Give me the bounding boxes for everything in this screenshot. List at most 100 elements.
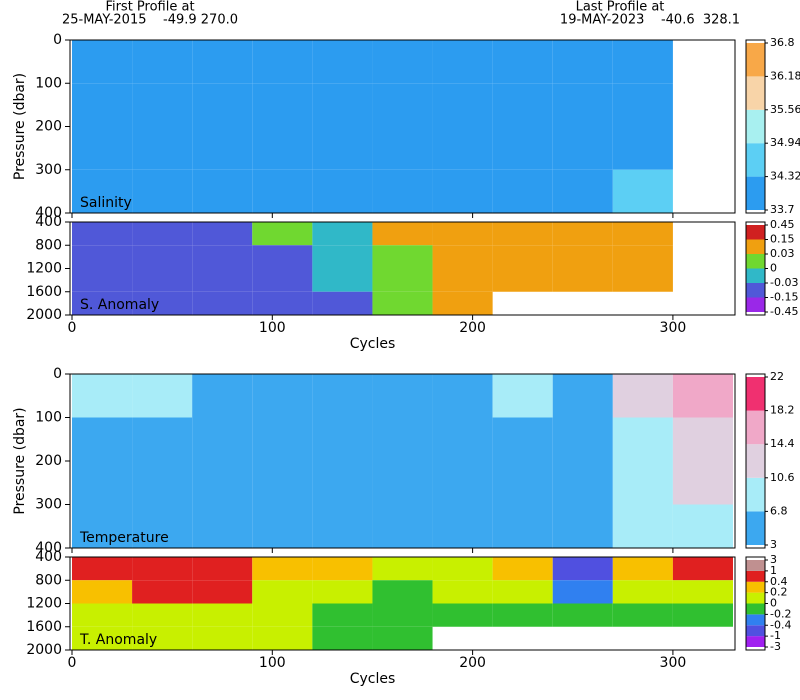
y-tick-label: 1200 — [26, 261, 62, 277]
colorbar-band — [746, 444, 765, 478]
heat-cell — [132, 603, 193, 627]
colorbar-label: 0 — [770, 262, 777, 275]
y-tick-label: 2000 — [26, 642, 62, 658]
heat-cell — [72, 126, 133, 170]
heat-cell — [492, 83, 553, 127]
heat-cell — [252, 83, 313, 127]
colorbar-band — [746, 76, 765, 110]
heat-cell — [192, 374, 253, 418]
heat-cell — [432, 417, 493, 461]
heat-cell — [612, 268, 673, 292]
heat-cell — [552, 461, 613, 505]
last-value: 19-MAY-2023 -40.6 328.1 — [560, 13, 740, 28]
heat-cell — [492, 126, 553, 170]
heat-cell — [552, 374, 613, 418]
heat-cell — [432, 374, 493, 418]
heat-cell — [552, 603, 613, 627]
colorbar-frame — [745, 373, 766, 549]
colorbar-frame — [745, 39, 766, 214]
heat-cell — [132, 417, 193, 461]
heat-cell — [552, 580, 613, 604]
heat-cell — [132, 580, 193, 604]
colorbar-label: 0 — [770, 597, 777, 610]
heat-cell — [72, 557, 133, 581]
heat-cell — [72, 580, 133, 604]
heat-cell — [252, 268, 313, 292]
heat-cell — [492, 603, 553, 627]
heat-cell — [612, 603, 673, 627]
colorbar-band — [746, 410, 765, 445]
heat-cell — [252, 40, 313, 84]
heat-cell — [492, 245, 553, 269]
heat-cell — [312, 40, 373, 84]
colorbar-band — [746, 377, 765, 411]
heat-cell — [312, 222, 373, 246]
heat-cell — [612, 461, 673, 505]
colorbar-label: 33.7 — [770, 203, 795, 216]
heat-cell — [192, 461, 253, 505]
x-tick-label: 100 — [259, 655, 286, 671]
x-tick-label: 100 — [259, 320, 286, 336]
y-tick-label: 1600 — [26, 284, 62, 300]
x-axis-label: Cycles — [350, 336, 396, 352]
heat-cell — [252, 557, 313, 581]
heat-cell — [312, 603, 373, 627]
y-tick-label: 400 — [35, 540, 62, 556]
heat-cell — [552, 268, 613, 292]
heat-cell — [252, 603, 313, 627]
heat-cell — [432, 169, 493, 213]
heat-cell — [252, 222, 313, 246]
heat-cell — [372, 222, 433, 246]
heat-cell — [252, 504, 313, 548]
heat-cell — [252, 374, 313, 418]
heat-cell — [612, 83, 673, 127]
heat-cell — [612, 40, 673, 84]
y-tick-label: 800 — [35, 572, 62, 588]
heat-cell — [372, 626, 433, 650]
y-tick-label: 400 — [35, 549, 62, 565]
heat-cell — [72, 40, 133, 84]
heat-cell — [432, 222, 493, 246]
colorbar-label: 0.45 — [770, 218, 795, 231]
heat-cell — [192, 169, 253, 213]
heat-cell — [612, 245, 673, 269]
colorbar-band — [746, 297, 765, 312]
heat-cell — [612, 169, 673, 213]
x-tick-label: 200 — [459, 655, 486, 671]
heat-cell — [192, 504, 253, 548]
colorbar-label: -0.03 — [770, 276, 798, 289]
y-tick-label: 0 — [53, 366, 62, 382]
heat-cell — [492, 461, 553, 505]
heat-cell — [132, 245, 193, 269]
colorbar-band — [746, 614, 765, 626]
heat-cell — [312, 268, 373, 292]
heat-cell — [612, 580, 673, 604]
panel-label: Salinity — [80, 195, 132, 211]
heat-cell — [612, 222, 673, 246]
colorbar-label: 0.4 — [770, 575, 788, 588]
heat-cell — [132, 222, 193, 246]
heat-cell — [372, 40, 433, 84]
heat-cell — [312, 580, 373, 604]
heat-cell — [72, 374, 133, 418]
heat-cell — [672, 461, 733, 505]
colorbar-band — [746, 581, 765, 593]
heat-cell — [372, 557, 433, 581]
heat-cell — [312, 557, 373, 581]
heat-cell — [672, 374, 733, 418]
heat-cell — [432, 504, 493, 548]
heat-cell — [372, 169, 433, 213]
heat-cell — [372, 461, 433, 505]
heat-cell — [132, 626, 193, 650]
heat-cell — [192, 626, 253, 650]
colorbar-band — [746, 636, 765, 647]
heat-cell — [492, 40, 553, 84]
y-tick-label: 400 — [35, 205, 62, 221]
heat-cell — [552, 40, 613, 84]
colorbar-label: 36.8 — [770, 36, 795, 49]
first-value: 25-MAY-2015 -49.9 270.0 — [62, 13, 238, 28]
heat-cell — [72, 222, 133, 246]
colorbar-label: 35.56 — [770, 103, 800, 116]
heat-cell — [612, 374, 673, 418]
heat-cell — [492, 268, 553, 292]
